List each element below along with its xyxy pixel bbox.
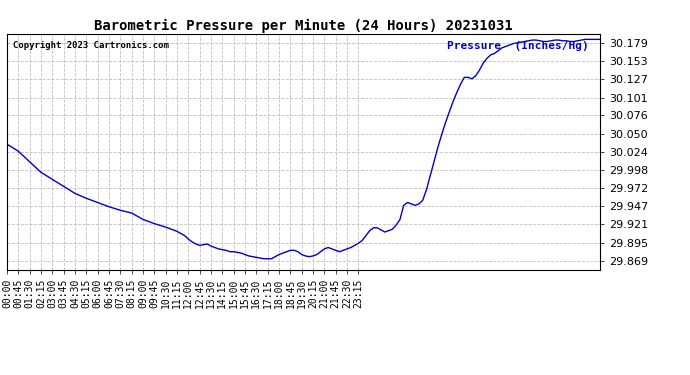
Text: Pressure  (Inches/Hg): Pressure (Inches/Hg) <box>446 41 589 51</box>
Title: Barometric Pressure per Minute (24 Hours) 20231031: Barometric Pressure per Minute (24 Hours… <box>95 18 513 33</box>
Text: Copyright 2023 Cartronics.com: Copyright 2023 Cartronics.com <box>13 41 169 50</box>
